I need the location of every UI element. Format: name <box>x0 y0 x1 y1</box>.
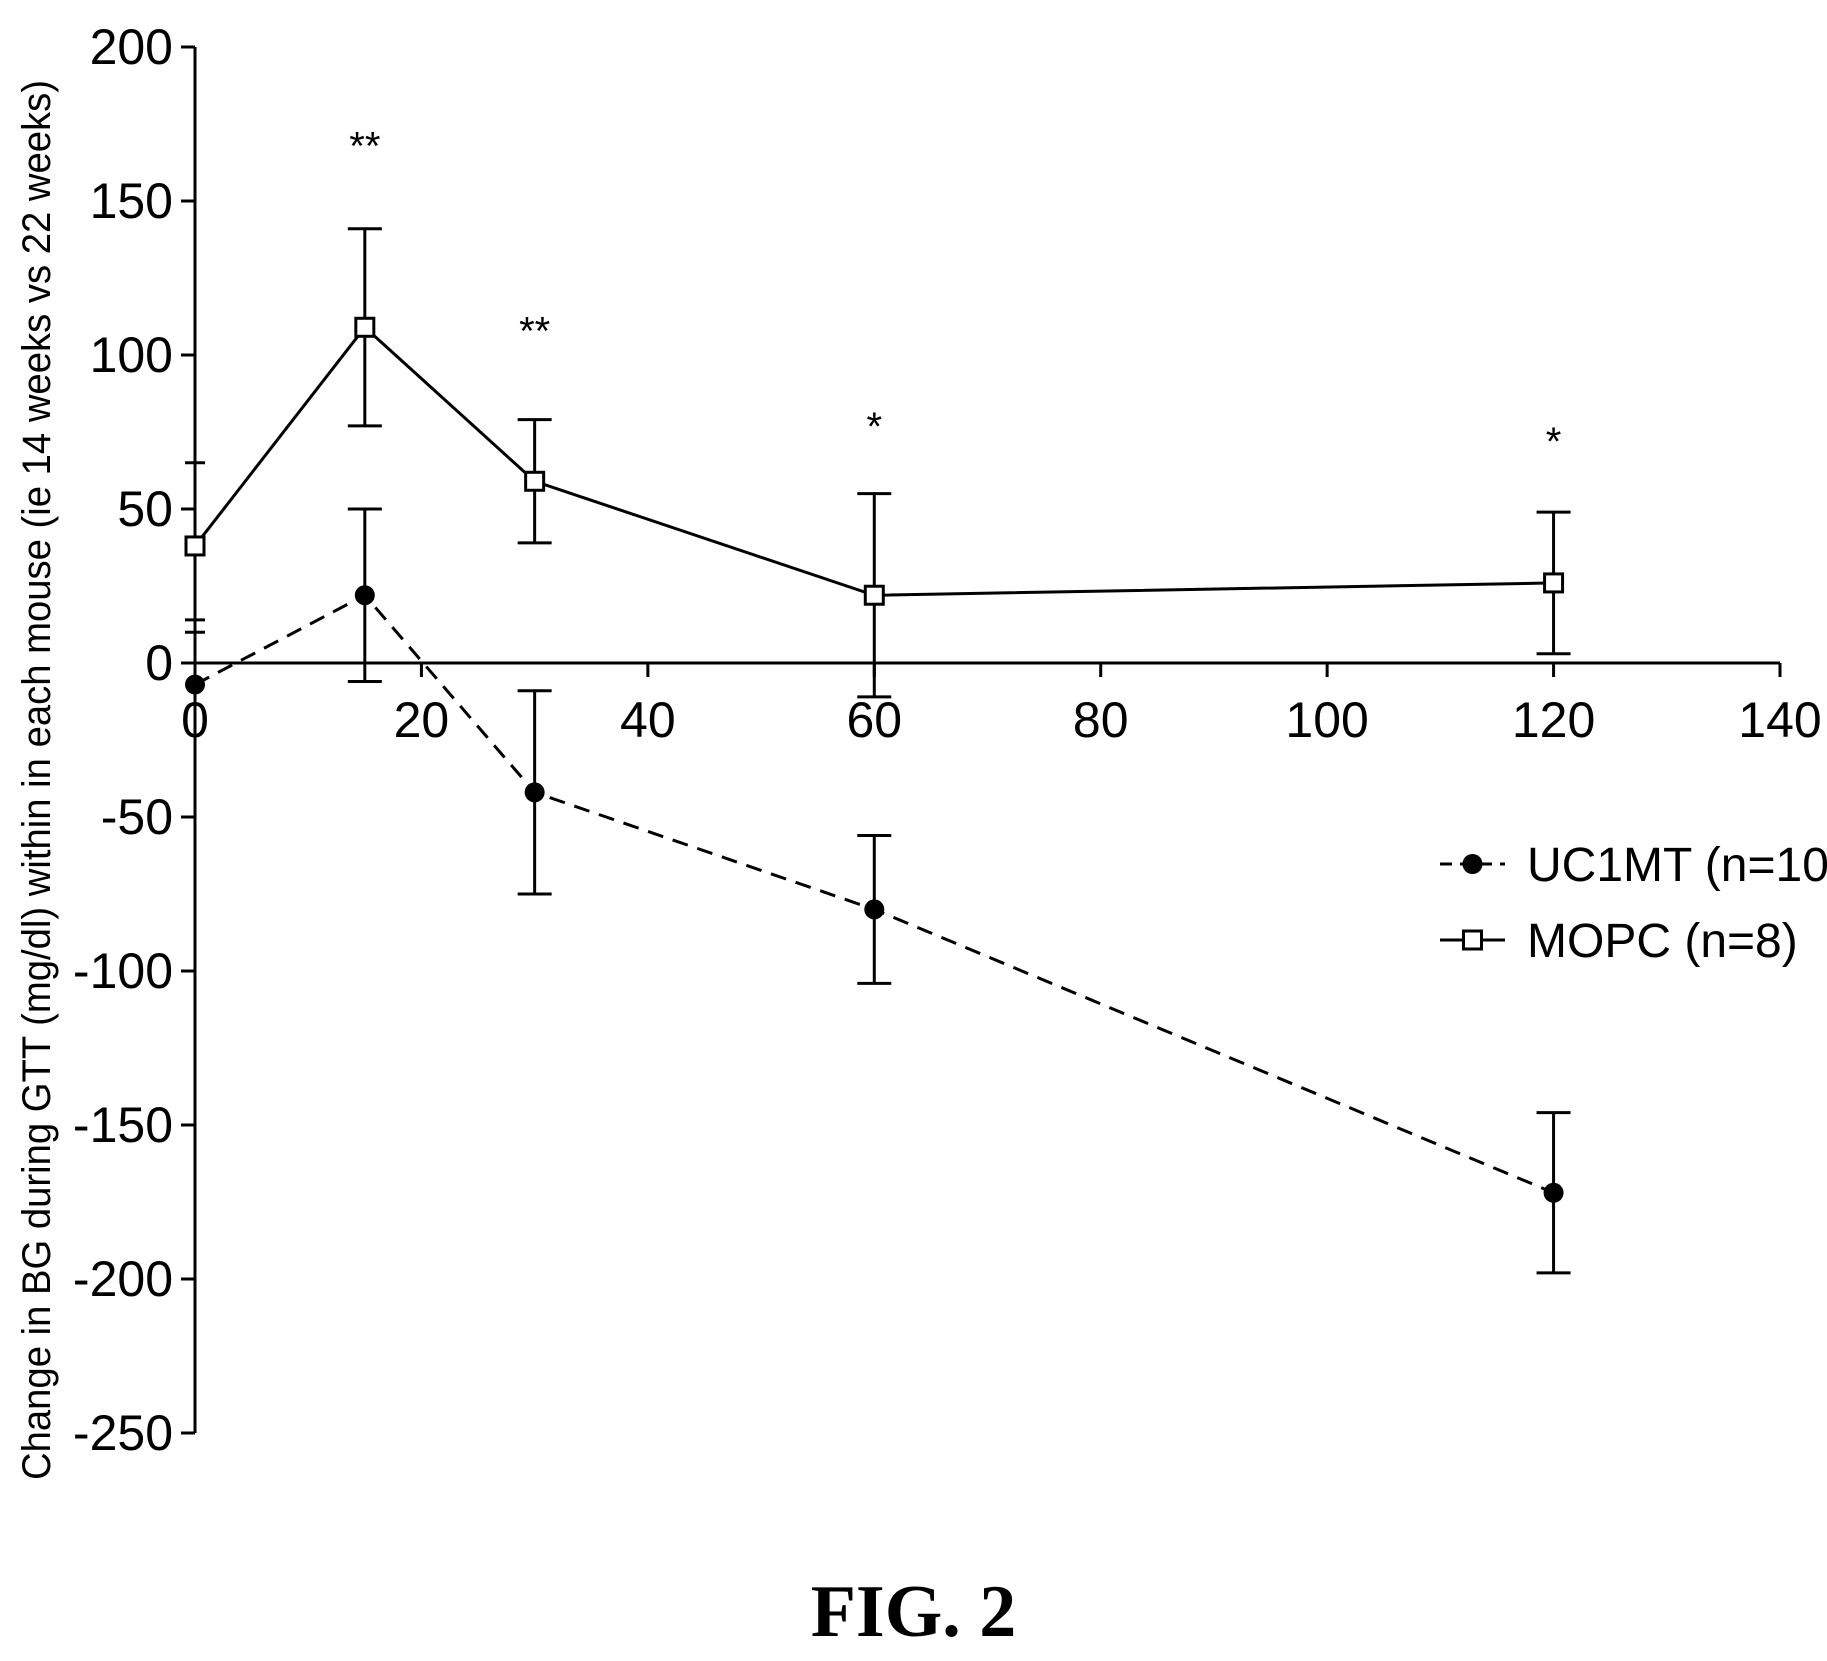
data-point <box>864 899 885 920</box>
data-point <box>184 535 206 557</box>
x-tick-label: 40 <box>620 692 676 748</box>
data-point <box>1543 572 1565 594</box>
series-2 <box>184 227 1571 699</box>
legend-label: MOPC (n=8) <box>1527 915 1798 968</box>
legend-marker <box>1462 929 1483 951</box>
x-tick-label: 20 <box>394 692 450 748</box>
x-tick-label: 80 <box>1073 692 1129 748</box>
figure-caption: FIG. 2 <box>810 1571 1017 1653</box>
significance-mark: ** <box>349 125 380 169</box>
y-tick-label: -150 <box>73 1097 173 1153</box>
series-1 <box>185 507 1571 1275</box>
y-tick-label: 100 <box>90 327 173 383</box>
data-point <box>524 470 546 492</box>
series-layer <box>184 227 1571 1275</box>
legend-marker <box>1462 854 1483 874</box>
y-tick-label: -100 <box>73 943 173 999</box>
significance-mark: * <box>866 405 882 449</box>
significance-mark: ** <box>519 309 550 353</box>
y-tick-label: 200 <box>90 19 173 75</box>
x-tick-label: 120 <box>1512 692 1595 748</box>
significance-mark: * <box>1546 420 1562 464</box>
legend-label: UC1MT (n=10) <box>1527 839 1827 892</box>
y-tick-label: 150 <box>90 173 173 229</box>
legend-item: MOPC (n=8) <box>1440 915 1798 968</box>
data-point <box>354 316 376 338</box>
data-point <box>1543 1182 1564 1203</box>
y-tick-label: 0 <box>145 635 173 691</box>
data-point <box>863 584 885 606</box>
y-tick-label: -200 <box>73 1251 173 1307</box>
x-tick-label: 100 <box>1285 692 1368 748</box>
x-tick-label: 60 <box>846 692 902 748</box>
y-tick-label: -250 <box>73 1405 173 1461</box>
legend-item: UC1MT (n=10) <box>1440 839 1827 892</box>
x-tick-label: 140 <box>1738 692 1821 748</box>
y-tick-label: 50 <box>117 481 173 537</box>
data-point <box>185 674 205 695</box>
annotation-layer: ***** * <box>349 125 1561 465</box>
y-tick-label: -50 <box>101 789 173 845</box>
data-point <box>524 782 545 803</box>
y-axis-label: Change in BG during GTT (mg/dl) within i… <box>15 80 59 1480</box>
legend: UC1MT (n=10) MOPC (n=8) <box>1440 839 1827 968</box>
data-point <box>354 585 375 606</box>
x-tick-label: 0 <box>181 692 209 748</box>
